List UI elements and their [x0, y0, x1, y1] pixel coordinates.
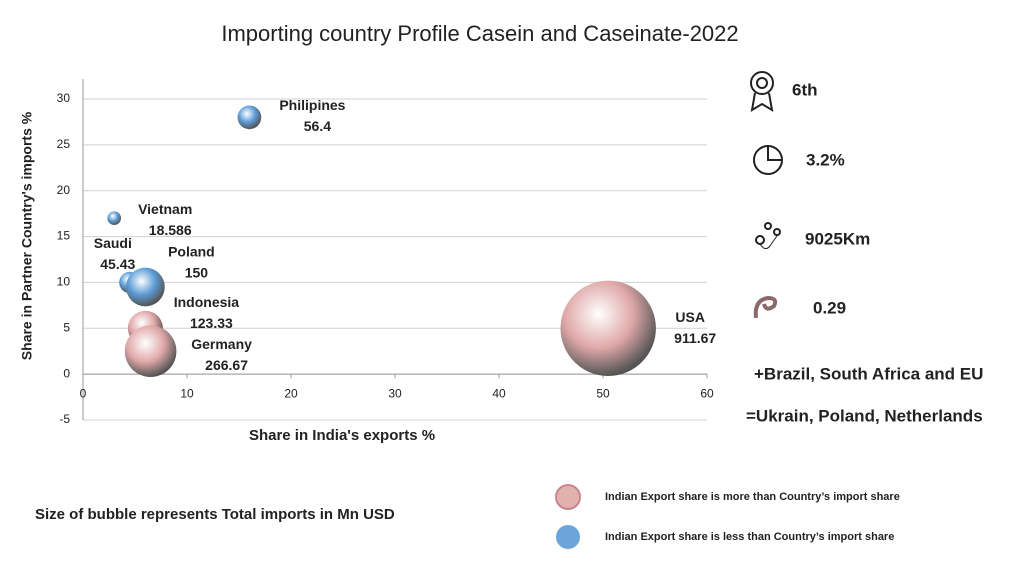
- y-tick-label: -5: [59, 412, 70, 426]
- bubble-label: Indonesia: [174, 294, 240, 310]
- bubble-label: Vietnam: [138, 201, 192, 217]
- highlight: 3.2%: [806, 150, 845, 169]
- y-tick-label: 10: [57, 275, 71, 289]
- bubble: [560, 280, 656, 376]
- highlight: 6th: [792, 80, 818, 99]
- x-tick-label: 40: [492, 386, 506, 400]
- legend-label: Indian Export share is more than Country…: [605, 491, 900, 503]
- bubble: [237, 105, 262, 130]
- bubble-size-label: 18.586: [149, 222, 192, 238]
- y-tick-label: 25: [57, 137, 71, 151]
- x-tick-label: 0: [80, 386, 87, 400]
- legend-label: Indian Export share is less than Country…: [605, 531, 894, 543]
- y-tick-label: 0: [63, 366, 70, 380]
- bubble-size-label: 911.67: [674, 330, 716, 346]
- market-text: +Brazil, South Africa and EU: [754, 364, 983, 383]
- highlight: 0.29: [813, 298, 846, 317]
- note: Size of bubble represents Total imports …: [35, 506, 395, 523]
- icons: [750, 71, 783, 319]
- bubble-label: Philipines: [279, 97, 345, 113]
- x-tick-label: 60: [700, 386, 714, 400]
- bubble-size-label: 123.33: [190, 315, 233, 331]
- x-axis-label: Share in India's exports %: [249, 427, 435, 444]
- bubble-size-label: 56.4: [304, 118, 331, 134]
- bubble-label: Saudi: [94, 235, 132, 251]
- chart-title: Importing country Profile Casein and Cas…: [221, 21, 738, 46]
- y-tick-label: 30: [57, 91, 71, 105]
- market-text: =Ukrain, Poland, Netherlands: [746, 406, 983, 425]
- x-tick-label: 30: [388, 386, 402, 400]
- bubble-size-label: 266.67: [205, 357, 248, 373]
- x-tick-label: 50: [596, 386, 610, 400]
- y-tick-label: 15: [57, 229, 71, 243]
- bubble: [107, 211, 122, 226]
- x-tick-label: 10: [180, 386, 194, 400]
- legend-marker: [555, 484, 581, 510]
- bubble-label: Germany: [191, 336, 252, 352]
- x-tick-label: 20: [284, 386, 298, 400]
- bubble: [126, 267, 165, 307]
- bubble-size-label: 45.43: [100, 256, 135, 272]
- highlight: 9025Km: [805, 229, 870, 248]
- bubble-size-label: 150: [185, 265, 209, 281]
- legend-marker: [556, 525, 580, 549]
- y-tick-label: 20: [57, 183, 71, 197]
- bubble-label: Poland: [168, 244, 215, 260]
- bubble: [124, 325, 177, 378]
- y-axis-label: Share in Partner Country's imports %: [19, 111, 35, 360]
- bubble-label: USA: [675, 309, 705, 325]
- y-tick-label: 5: [63, 320, 70, 334]
